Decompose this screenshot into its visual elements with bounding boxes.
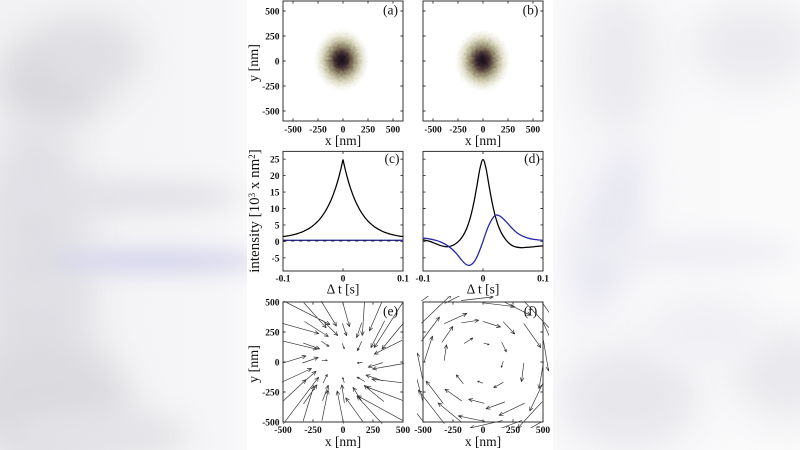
svg-text:500: 500 bbox=[265, 8, 280, 18]
svg-text:15: 15 bbox=[270, 189, 280, 199]
svg-text:-250: -250 bbox=[309, 126, 327, 136]
svg-text:(d): (d) bbox=[524, 151, 540, 166]
svg-text:0: 0 bbox=[341, 126, 346, 136]
svg-text:(c): (c) bbox=[385, 151, 400, 166]
svg-text:250: 250 bbox=[366, 426, 381, 436]
svg-text:0: 0 bbox=[481, 126, 486, 136]
svg-text:intensity [103 x nm2]: intensity [103 x nm2] bbox=[247, 149, 263, 273]
svg-text:-5: -5 bbox=[272, 254, 280, 264]
svg-text:x [nm]: x [nm] bbox=[465, 434, 501, 449]
svg-text:x [nm]: x [nm] bbox=[325, 434, 361, 449]
svg-text:x [nm]: x [nm] bbox=[325, 133, 361, 148]
svg-text:-500: -500 bbox=[284, 126, 302, 136]
svg-text:5: 5 bbox=[275, 221, 280, 231]
svg-text:250: 250 bbox=[361, 126, 376, 136]
svg-text:-500: -500 bbox=[424, 126, 442, 136]
svg-text:0.1: 0.1 bbox=[537, 275, 549, 285]
svg-text:0.1: 0.1 bbox=[397, 275, 409, 285]
svg-text:0: 0 bbox=[481, 426, 486, 436]
svg-text:500: 500 bbox=[396, 426, 411, 436]
svg-text:500: 500 bbox=[386, 126, 401, 136]
svg-text:0: 0 bbox=[275, 238, 280, 248]
svg-text:0: 0 bbox=[341, 426, 346, 436]
svg-text:0: 0 bbox=[481, 275, 486, 285]
svg-text:0: 0 bbox=[275, 58, 280, 68]
svg-text:(a): (a) bbox=[383, 3, 398, 18]
svg-text:500: 500 bbox=[265, 299, 280, 309]
svg-text:(f): (f) bbox=[524, 304, 538, 319]
svg-text:250: 250 bbox=[506, 426, 521, 436]
svg-text:10: 10 bbox=[270, 205, 280, 215]
svg-text:0: 0 bbox=[341, 275, 346, 285]
svg-text:y [nm]: y [nm] bbox=[247, 44, 262, 82]
svg-text:500: 500 bbox=[526, 126, 541, 136]
svg-text:250: 250 bbox=[265, 33, 280, 43]
svg-text:-250: -250 bbox=[304, 426, 322, 436]
svg-text:(b): (b) bbox=[523, 3, 539, 18]
svg-text:x [nm]: x [nm] bbox=[465, 133, 501, 148]
svg-text:-0.1: -0.1 bbox=[415, 275, 430, 285]
svg-text:-500: -500 bbox=[274, 426, 292, 436]
svg-text:20: 20 bbox=[270, 172, 280, 182]
svg-text:-250: -250 bbox=[449, 126, 467, 136]
svg-text:y [nm]: y [nm] bbox=[247, 345, 262, 383]
svg-text:-500: -500 bbox=[262, 419, 280, 429]
svg-text:-500: -500 bbox=[414, 426, 432, 436]
svg-text:Δ t [s]: Δ t [s] bbox=[327, 282, 360, 297]
svg-text:-250: -250 bbox=[262, 83, 280, 93]
svg-text:(e): (e) bbox=[383, 304, 398, 319]
svg-text:0: 0 bbox=[275, 359, 280, 369]
svg-text:500: 500 bbox=[536, 426, 551, 436]
svg-text:250: 250 bbox=[501, 126, 516, 136]
svg-text:-0.1: -0.1 bbox=[275, 275, 290, 285]
svg-text:Δ t [s]: Δ t [s] bbox=[467, 282, 500, 297]
svg-text:-250: -250 bbox=[262, 389, 280, 399]
svg-text:-250: -250 bbox=[444, 426, 462, 436]
svg-text:250: 250 bbox=[265, 329, 280, 339]
svg-text:25: 25 bbox=[270, 156, 280, 166]
svg-text:-500: -500 bbox=[262, 108, 280, 118]
